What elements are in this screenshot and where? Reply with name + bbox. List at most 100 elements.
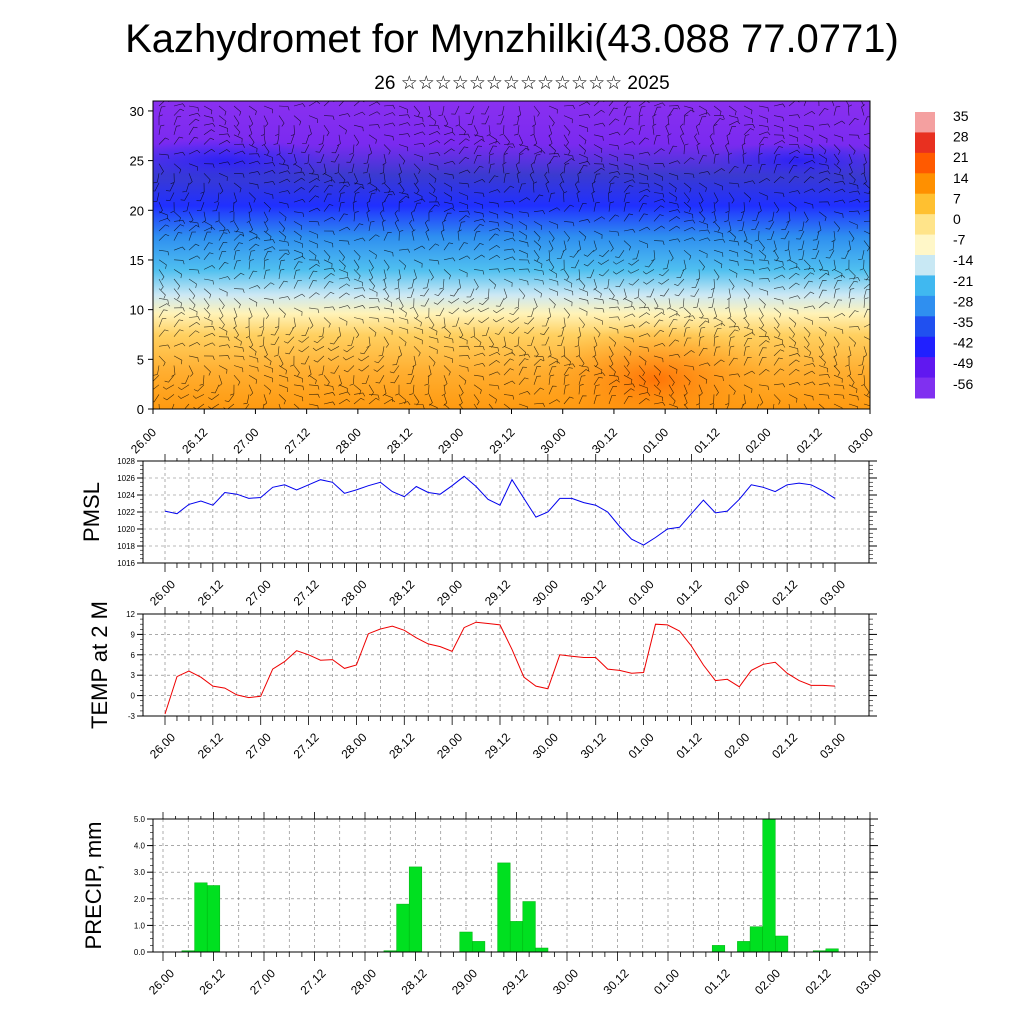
wind-barb [218,365,228,374]
x-tick-label: 30.12 [600,966,631,997]
wind-barb [698,336,705,347]
wind-barb [737,211,745,221]
wind-barb [707,288,715,299]
wind-barb [608,163,619,170]
wind-barb [683,109,695,116]
wind-barb [766,230,775,240]
wind-barb [208,394,220,400]
wind-barb [244,403,250,409]
wind-barb [666,298,671,310]
wind-barb [473,362,486,367]
wind-barb [293,154,297,166]
colorbar-swatch [915,377,935,399]
wind-barb [428,210,433,222]
wind-barb [833,153,840,165]
wind-barb [394,219,400,232]
wind-barb [623,288,627,300]
pmsl-line [164,475,836,546]
wind-barb [652,114,657,126]
wind-barb [458,365,469,372]
wind-barb [368,397,380,405]
wind-barb [223,403,235,409]
wind-barb [439,278,445,290]
wind-barb [473,145,483,155]
wind-barb [773,298,784,305]
wind-barb [847,104,853,116]
wind-barb [263,162,276,167]
temp2m-axis-title: TEMP at 2 M [87,601,112,729]
x-tick-label: 27.12 [297,966,328,997]
wind-barb [263,115,269,127]
wind-barb [603,278,610,290]
wind-barb [323,317,331,328]
wind-barb [548,288,558,296]
wind-barb [443,160,456,165]
wind-barb [833,221,841,232]
wind-barb [593,202,600,212]
wind-barb [448,298,460,304]
wind-barb [638,151,651,156]
wind-barb [758,152,763,164]
wind-barb [713,374,724,381]
colorbar-swatch [915,255,935,276]
wind-barb [488,254,501,261]
wind-barb [638,240,648,248]
wind-barb [248,355,259,363]
wind-barb [728,278,735,290]
wind-barb [286,134,295,144]
wind-barb [754,230,760,242]
wind-barb [683,249,692,260]
wind-barb [858,250,865,260]
x-tick-label: 02.12 [794,425,825,456]
wind-barb [248,243,260,251]
wind-barb [338,277,351,282]
wind-barb [593,144,603,153]
wind-barb [768,211,775,222]
wind-barb [527,307,535,318]
wind-barb [578,153,588,162]
wind-barb [818,101,820,107]
wind-barb [248,134,255,146]
wind-barb [283,336,295,344]
wind-barb [428,326,438,336]
wind-barb [833,134,844,142]
wind-barb [698,221,708,229]
wind-barb [598,269,610,277]
x-tick-label: 01.12 [701,966,732,997]
wind-barb [162,384,175,390]
wind-barb [233,242,243,251]
wind-barb [338,250,345,261]
wind-barb [825,250,835,259]
wind-barb [263,144,270,156]
wind-barb [488,384,500,390]
wind-barb [323,273,335,280]
wind-barb [833,120,846,126]
wind-barb [368,188,381,193]
x-tick-label: 01.12 [691,425,722,456]
wind-barb [713,259,723,269]
wind-barb [863,230,870,235]
wind-barb [623,374,633,384]
wind-barb [473,269,485,275]
wind-barb [503,172,510,183]
wind-barb [245,327,250,339]
wind-barb [533,366,541,376]
wind-barb [278,403,281,409]
wind-barb [658,278,670,285]
wind-barb [263,384,272,395]
wind-barb [623,228,636,233]
wind-barb [728,105,737,116]
wind-barb [278,252,290,261]
wind-barb [278,355,284,368]
wind-barb [458,192,468,200]
wind-barb [153,192,160,203]
wind-barb [773,103,786,108]
wind-barb [653,329,665,337]
wind-barb [758,164,766,174]
wind-barb [452,317,460,327]
wind-barb [488,278,497,289]
wind-barb [308,384,320,390]
wind-barb [368,111,381,116]
wind-barb [758,298,766,309]
wind-barb [758,394,764,406]
